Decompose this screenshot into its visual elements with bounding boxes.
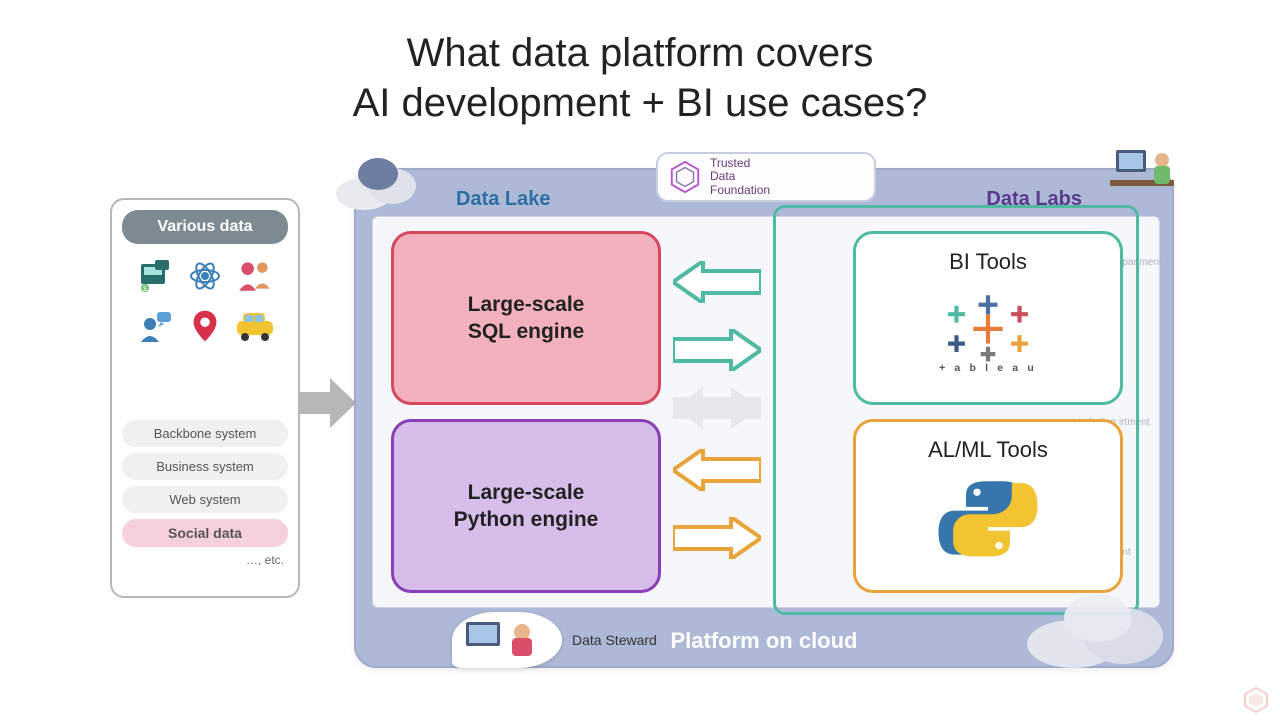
data-steward: Data Steward (452, 610, 672, 670)
ml-tools-box: AL/ML Tools (853, 419, 1123, 593)
ingest-arrow-icon (300, 378, 356, 428)
arrow-ml-to-py-icon (673, 449, 761, 491)
source-item-social: Social data (122, 519, 288, 547)
cloud-big-icon (1018, 582, 1178, 672)
people-group-icon (233, 254, 277, 298)
arrow-py-to-ml-icon (673, 517, 761, 559)
location-pin-icon (183, 304, 227, 348)
bi-title: BI Tools (949, 248, 1027, 277)
py-line1: Large-scale (468, 479, 585, 506)
python-engine-box: Large-scale Python engine (391, 419, 661, 593)
ml-title: AL/ML Tools (928, 436, 1048, 465)
sources-panel: Various data $ Backbone system Business … (110, 198, 300, 598)
source-item-business: Business system (122, 453, 288, 480)
sources-etc: …, etc. (122, 553, 288, 567)
source-item-backbone: Backbone system (122, 420, 288, 447)
steward-bubble-icon (452, 612, 562, 668)
tableau-logo-icon: + a b l e a u (923, 289, 1053, 373)
sql-engine-box: Large-scale SQL engine (391, 231, 661, 405)
svg-text:$: $ (143, 286, 147, 293)
page-title: What data platform covers AI development… (0, 0, 1280, 128)
arrow-mid-grey-icon (673, 387, 761, 429)
tdf-logo-icon (668, 160, 702, 194)
analyst-at-desk-icon (1110, 142, 1190, 208)
data-labs-label: Data Labs (986, 188, 1082, 211)
sources-header: Various data (122, 210, 288, 244)
arrow-bi-to-sql-icon (673, 261, 761, 303)
steward-label: Data Steward (572, 632, 657, 648)
arrow-sql-to-bi-icon (673, 329, 761, 371)
sql-line2: SQL engine (468, 318, 584, 345)
inner-area: ing/Strategy partment iarketing irtment … (372, 216, 1160, 608)
sql-line1: Large-scale (468, 291, 585, 318)
platform-panel: Trusted Data Foundation Data Lake Data L… (354, 168, 1174, 668)
tableau-word: + a b l e a u (939, 361, 1037, 372)
platform-label: Platform on cloud (671, 628, 858, 654)
data-lake-label: Data Lake (456, 188, 551, 211)
py-line2: Python engine (454, 506, 599, 533)
python-logo-icon (933, 475, 1043, 559)
watermark-icon (1242, 686, 1270, 714)
pos-terminal-icon: $ (133, 254, 177, 298)
atom-network-icon (183, 254, 227, 298)
tdf-badge: Trusted Data Foundation (656, 152, 876, 202)
title-line-1: What data platform covers (407, 31, 874, 75)
bi-tools-box: BI Tools + a b l e a u (853, 231, 1123, 405)
chat-person-icon (133, 304, 177, 348)
source-item-web: Web system (122, 486, 288, 513)
sources-icon-grid: $ (122, 250, 288, 420)
tdf-text: Trusted Data Foundation (710, 157, 770, 197)
diagram-canvas: Various data $ Backbone system Business … (110, 160, 1170, 700)
cloud-small-icon (330, 150, 430, 214)
taxi-car-icon (233, 304, 277, 348)
title-line-2: AI development + BI use cases? (353, 81, 928, 125)
